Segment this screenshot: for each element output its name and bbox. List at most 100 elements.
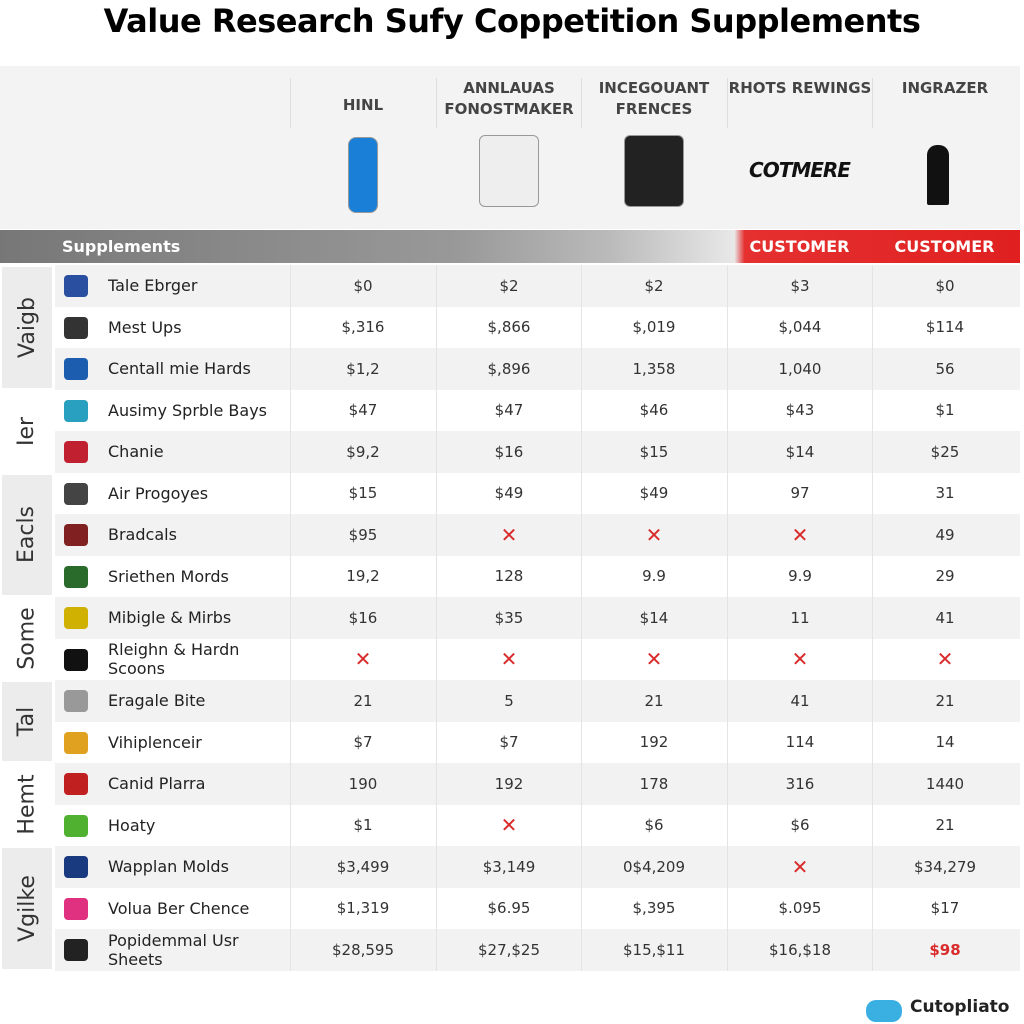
row-icon (64, 939, 88, 961)
cell: 1,040 (727, 348, 872, 390)
cell: ✕ (727, 638, 872, 680)
cell: $16,$18 (727, 929, 872, 971)
cell: 9.9 (581, 555, 726, 597)
group-text: Vgilke (14, 874, 40, 942)
row-name: Volua Ber Chence (108, 898, 250, 918)
cell: ✕ (290, 638, 435, 680)
cell: $1 (290, 804, 435, 846)
cell: 114 (727, 721, 872, 763)
cell: ✕ (581, 514, 726, 556)
row-bg (55, 721, 1020, 763)
figure-icon (927, 145, 949, 205)
row-bg (55, 929, 1020, 971)
row-icon (64, 648, 88, 671)
cell: $15,$11 (581, 929, 726, 971)
cell: $2 (581, 265, 726, 307)
cell: $,316 (290, 306, 435, 348)
brand-icon (866, 1000, 902, 1022)
cell: $0 (872, 265, 1017, 307)
group-text: Tal (14, 706, 40, 737)
cell: 178 (581, 763, 726, 805)
cell: $49 (581, 472, 726, 514)
row-icon (64, 275, 88, 297)
row-bg (55, 763, 1020, 805)
column-header: INGRAZER (872, 78, 1017, 128)
row-bg (55, 348, 1020, 390)
cell: $16 (436, 431, 581, 473)
cell: $35 (436, 597, 581, 639)
column-header: INCEGOUANT FRENCES (581, 78, 726, 128)
row-name: Ausimy Sprble Bays (108, 400, 268, 420)
cell: 192 (436, 763, 581, 805)
cell: $43 (727, 389, 872, 431)
cell: ✕ (727, 846, 872, 888)
cell: 29 (872, 555, 1017, 597)
cell: ✕ (436, 638, 581, 680)
group-label: Some (2, 599, 52, 678)
row-icon (64, 441, 88, 463)
cell: $15 (290, 472, 435, 514)
row-name: Centall mie Hards (108, 359, 251, 379)
cell: $114 (872, 306, 1017, 348)
row-bg (55, 804, 1020, 846)
cell: $1,2 (290, 348, 435, 390)
product-image (478, 135, 539, 207)
row-icon (64, 731, 88, 754)
cell: 11 (727, 597, 872, 639)
row-icon (64, 358, 88, 380)
band (0, 230, 1020, 263)
group-text: Ier (14, 416, 40, 446)
cell: 128 (436, 555, 581, 597)
cell: $2 (436, 265, 581, 307)
cell: $0 (290, 265, 435, 307)
cell: 190 (290, 763, 435, 805)
row-bg (55, 555, 1020, 597)
title: Value Research Sufy Coppetition Suppleme… (103, 2, 921, 40)
cell: $3 (727, 265, 872, 307)
cell: 21 (290, 680, 435, 722)
row-name: Tale Ebrger (108, 276, 198, 296)
cell: 21 (581, 680, 726, 722)
cell: $28,595 (290, 929, 435, 971)
row-name: Wapplan Molds (108, 857, 229, 877)
row-icon (64, 897, 88, 920)
band-tag: CUSTOMER (749, 237, 850, 256)
row-bg (55, 514, 1020, 556)
cell: $6 (727, 804, 872, 846)
row-name: Mibigle & Mirbs (108, 608, 232, 628)
cell: $25 (872, 431, 1017, 473)
cell: $6.95 (436, 887, 581, 929)
band-label: Supplements (62, 237, 181, 256)
row-name: Bradcals (108, 525, 177, 545)
cell: $3,499 (290, 846, 435, 888)
cell: $7 (436, 721, 581, 763)
cell: $7 (290, 721, 435, 763)
row-name: Chanie (108, 442, 164, 462)
cell: 316 (727, 763, 872, 805)
product-image (623, 135, 684, 207)
cell: $,044 (727, 306, 872, 348)
cell: $6 (581, 804, 726, 846)
cell: $,019 (581, 306, 726, 348)
cell: $14 (581, 597, 726, 639)
group-label: Vaigb (2, 267, 52, 388)
cell: ✕ (436, 514, 581, 556)
cell: $27,$25 (436, 929, 581, 971)
row-icon (64, 856, 88, 878)
cell: $.095 (727, 887, 872, 929)
row-name: Hoaty (108, 815, 156, 835)
cell: $34,279 (872, 846, 1017, 888)
cell: 1440 (872, 763, 1017, 805)
cell: ✕ (581, 638, 726, 680)
row-icon (64, 814, 88, 837)
cell: 56 (872, 348, 1017, 390)
column-header: HINL (290, 78, 435, 128)
row-name: Vihiplenceir (108, 732, 202, 752)
group-label: Eacls (2, 474, 52, 595)
cell: 41 (872, 597, 1017, 639)
cell: 0$4,209 (581, 846, 726, 888)
row-icon (64, 690, 88, 712)
group-text: Some (14, 607, 40, 670)
cell: 14 (872, 721, 1017, 763)
group-text: Eacls (14, 506, 40, 564)
